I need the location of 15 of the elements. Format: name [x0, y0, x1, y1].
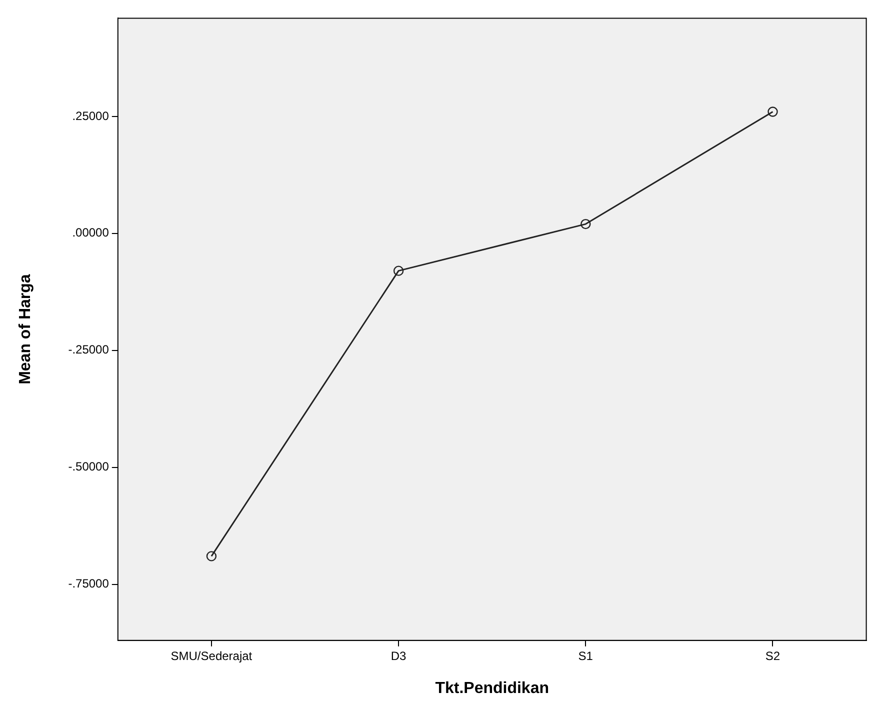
- y-tick-label: -.50000: [68, 460, 110, 474]
- y-tick-label: -.25000: [68, 342, 110, 357]
- x-tick-label: S1: [578, 648, 594, 663]
- y-axis-title: Mean of Harga: [17, 274, 34, 384]
- point: [206, 551, 217, 562]
- x-tick-label: D3: [390, 648, 407, 663]
- point: [393, 266, 404, 276]
- x-tick-label: S2: [765, 648, 780, 663]
- x-axis-title: Tkt.Pendidikan: [435, 680, 549, 697]
- point: [580, 218, 591, 230]
- y-tick-label: .00000: [72, 226, 110, 240]
- y-tick-label: -.75000: [68, 576, 110, 591]
- y-tick-label: .25000: [72, 108, 110, 123]
- point: [768, 106, 778, 117]
- x-tick-label: SMU/Sederajat: [170, 648, 253, 663]
